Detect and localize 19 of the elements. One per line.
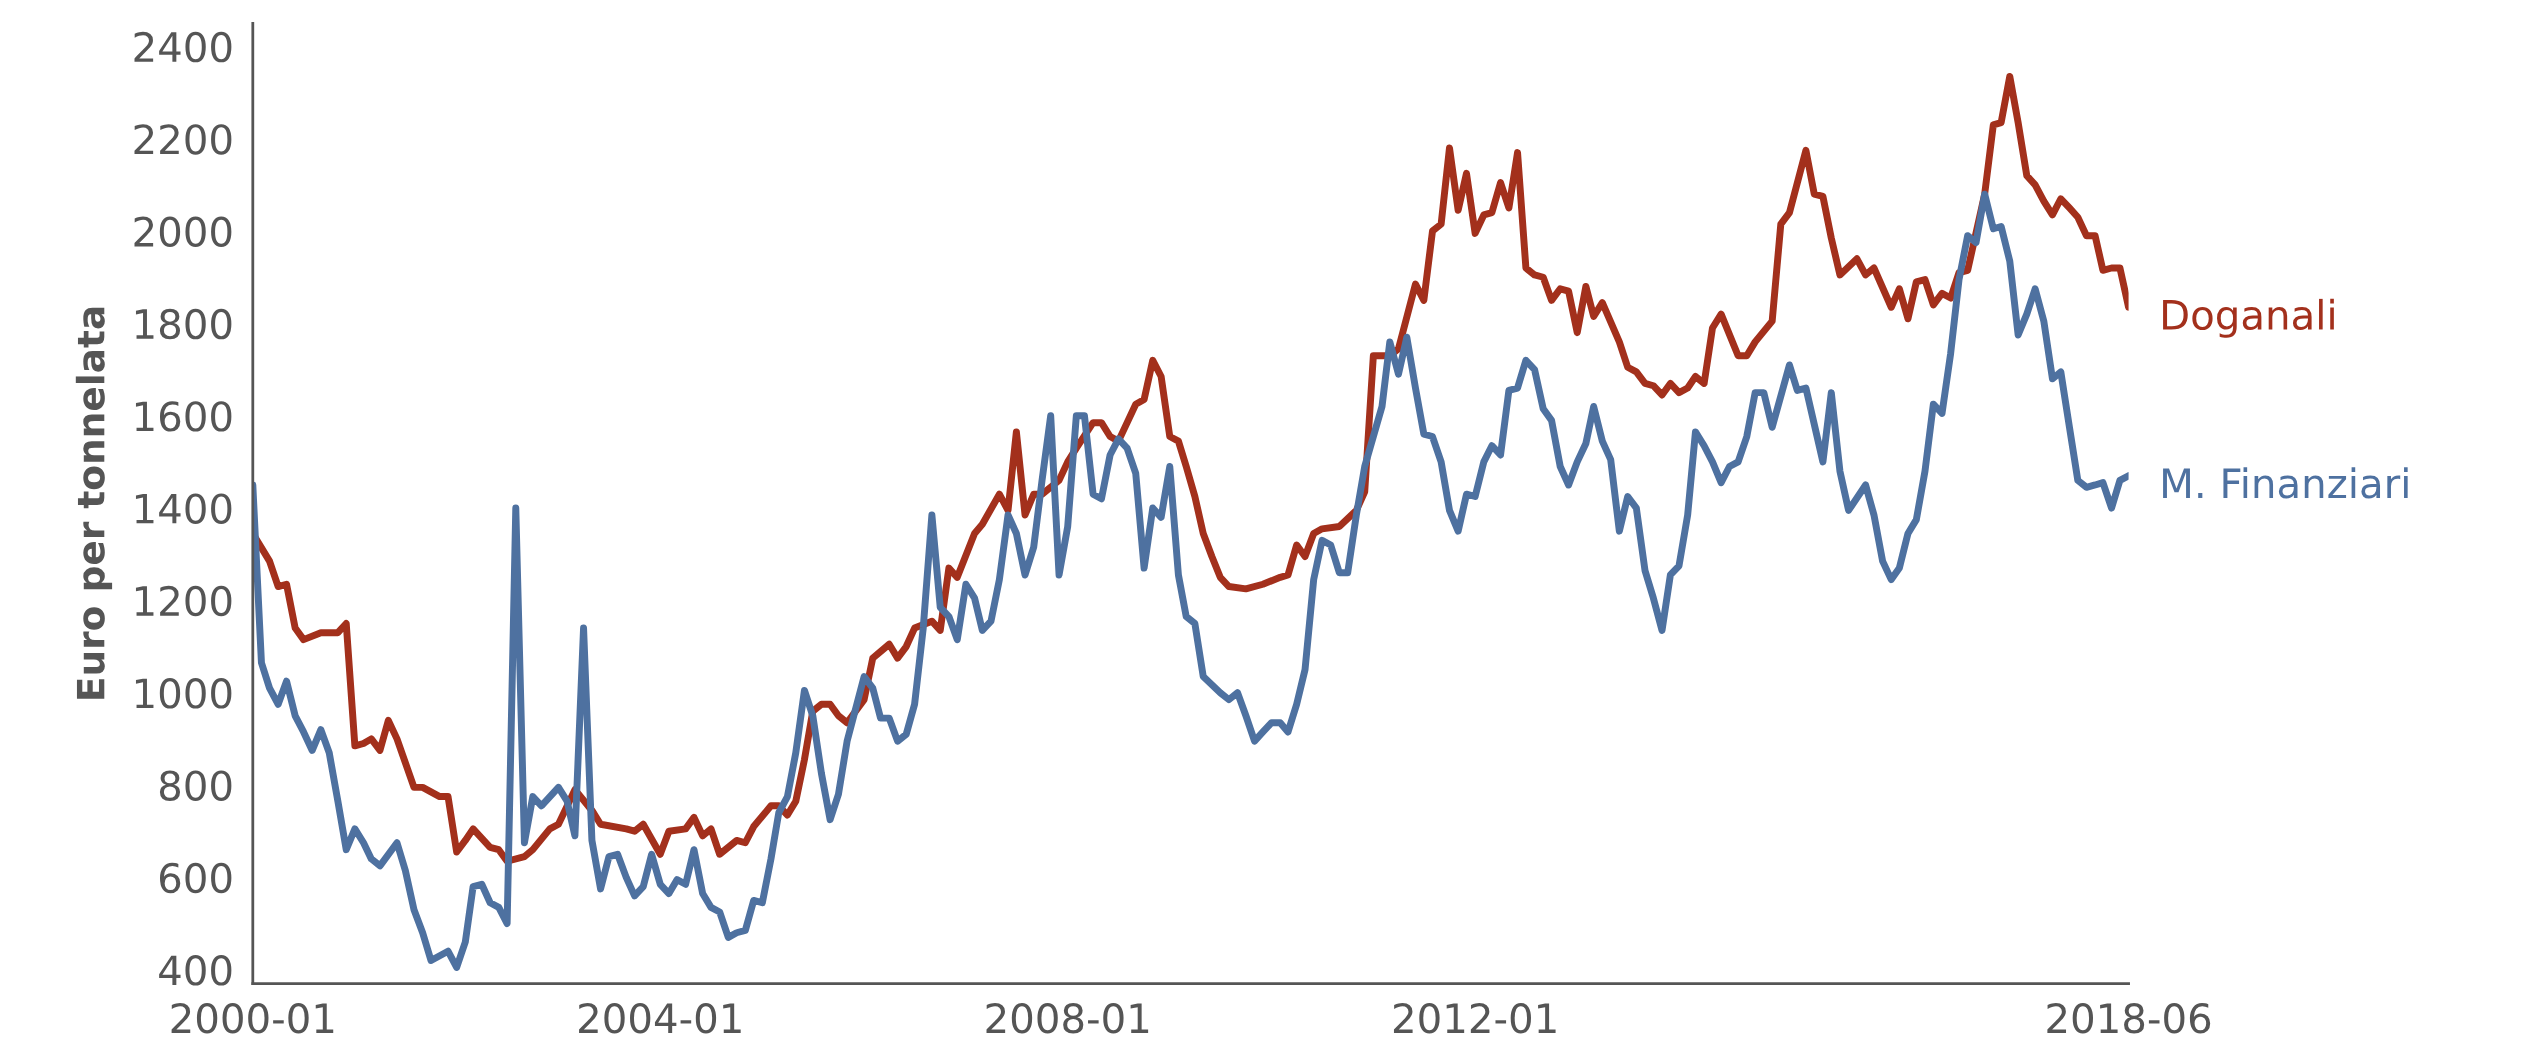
y-tick-label: 400 (159, 955, 232, 986)
x-tick-label: 2012-01 (1393, 1003, 1556, 1034)
y-tick-label: 600 (159, 862, 232, 894)
y-tick-label: 1200 (135, 585, 232, 617)
series-label: M. Finanziari (2163, 467, 2408, 499)
y-tick-label: 2200 (134, 124, 232, 155)
y-tick-label: 2400 (134, 31, 232, 63)
x-tick-label: 2004-01 (579, 1003, 741, 1034)
series-label: Doganali (2163, 298, 2334, 338)
x-tick-label: 2018-06 (2047, 1003, 2211, 1034)
x-tick-label: 2008-01 (986, 1003, 1149, 1034)
x-tick-label: 2000-01 (171, 1003, 334, 1034)
y-tick-label: 1400 (135, 493, 232, 524)
y-axis-title: Euro per tonnelata (75, 307, 113, 699)
y-tick-label: 1800 (135, 308, 232, 340)
y-tick-label: 1000 (135, 678, 232, 709)
y-tick-label: 2000 (134, 216, 232, 247)
y-tick-label: 800 (159, 770, 232, 801)
y-tick-label: 1600 (135, 401, 232, 432)
